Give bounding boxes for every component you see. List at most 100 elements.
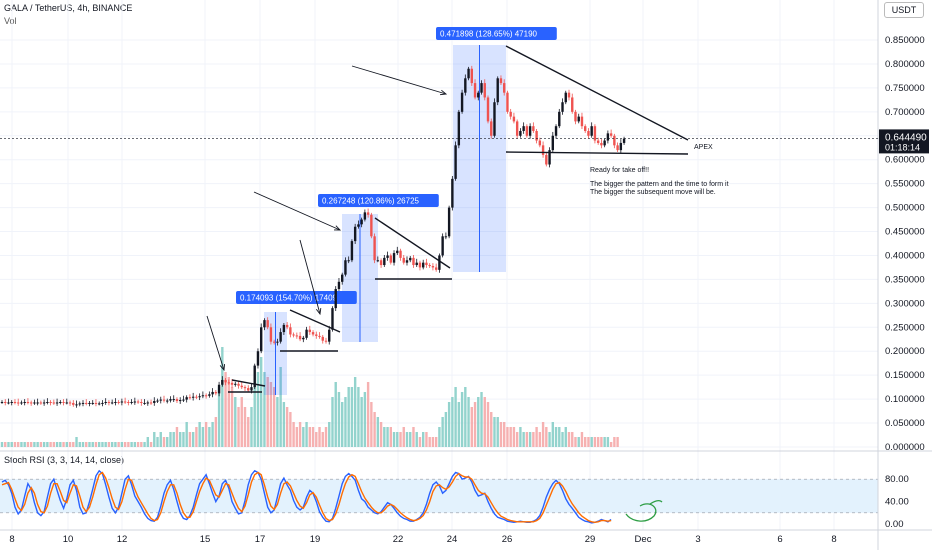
hand-drawn-circle xyxy=(625,500,663,522)
annotation-text: Ready for take off!! xyxy=(590,167,649,174)
volume-bar xyxy=(509,427,512,447)
candle-body xyxy=(613,135,616,146)
volume-bar xyxy=(344,397,347,447)
arrow-head xyxy=(333,225,342,231)
candle-body xyxy=(483,83,486,98)
volume-bar xyxy=(88,442,91,447)
volume-bar xyxy=(399,432,402,447)
candle-body xyxy=(577,116,580,122)
candle-body xyxy=(515,121,519,136)
rsi-k-line xyxy=(1,469,612,524)
volume-bar xyxy=(418,437,422,447)
volume-bar xyxy=(480,392,483,447)
candle-body xyxy=(379,260,383,266)
candle-body xyxy=(166,400,169,402)
volume-bar xyxy=(98,442,101,447)
candle-body xyxy=(418,262,422,268)
candle-body xyxy=(266,320,269,328)
candle-body xyxy=(409,257,412,261)
candle-body xyxy=(554,126,558,136)
candle-body xyxy=(460,92,464,112)
volume-bar xyxy=(59,442,62,447)
volume-bar xyxy=(85,442,88,447)
volume-bar xyxy=(596,437,600,447)
volume-bar xyxy=(392,432,396,447)
candle-body xyxy=(353,226,357,242)
annotation-arrow xyxy=(206,315,225,371)
date-tick-label: 15 xyxy=(200,534,211,545)
candle-body xyxy=(415,262,418,266)
volume-bar xyxy=(470,407,473,447)
candle-body xyxy=(0,401,4,403)
volume-bar xyxy=(528,432,532,447)
volume-bar xyxy=(23,442,26,447)
volume-bar xyxy=(211,422,214,447)
measure-boxes: 0.174093 (154.70%) 17409 0.267248 (120.86… xyxy=(236,27,557,395)
candle-body xyxy=(477,92,480,98)
currency-button[interactable]: USDT xyxy=(884,2,924,18)
volume-bar xyxy=(331,397,334,447)
annotation-arrow xyxy=(253,191,341,231)
candle-body xyxy=(39,402,43,404)
candle-body xyxy=(52,402,56,404)
volume-bar xyxy=(227,377,230,447)
volume-bar xyxy=(584,437,587,447)
candle-body xyxy=(185,397,188,400)
volume-bars xyxy=(0,347,619,447)
candle-body xyxy=(234,383,237,385)
volume-bar xyxy=(324,427,328,447)
volume-bar xyxy=(373,412,376,447)
candle-body xyxy=(558,111,561,127)
volume-bar xyxy=(311,427,315,447)
volume-bar xyxy=(600,437,603,447)
candle-body xyxy=(201,395,205,397)
volume-bar xyxy=(279,367,282,447)
candle-body xyxy=(78,403,81,405)
candle-body xyxy=(596,140,600,143)
candle-body xyxy=(334,288,337,309)
candle-body xyxy=(467,68,470,79)
price-tick-label: 0.200000 xyxy=(885,346,925,357)
volume-bar xyxy=(217,387,221,447)
price-tick-label: 0.100000 xyxy=(885,394,925,405)
volume-bar xyxy=(250,407,253,447)
measure-label: 0.174093 (154.70%) 17409 xyxy=(240,294,338,303)
candle-body xyxy=(279,332,282,342)
volume-bar xyxy=(532,432,535,447)
volume-bar xyxy=(577,437,580,447)
volume-bar xyxy=(386,427,389,447)
trendline xyxy=(231,379,266,387)
volume-bar xyxy=(110,442,114,447)
candle-body xyxy=(561,102,564,112)
candle-body xyxy=(525,126,529,136)
candle-body xyxy=(347,260,350,262)
rsi-tick-label: 40.00 xyxy=(885,497,909,508)
volume-bar xyxy=(75,437,78,447)
volume-bar xyxy=(289,412,292,447)
volume-bar xyxy=(276,397,279,447)
candle-body xyxy=(227,382,230,384)
candle-body xyxy=(217,384,221,394)
candle-body xyxy=(292,334,295,336)
vol-label: Vol xyxy=(4,16,17,26)
candle-body xyxy=(331,308,334,330)
volume-bar xyxy=(415,432,418,447)
volume-bar xyxy=(260,357,263,447)
date-tick-label: 19 xyxy=(310,534,321,545)
volume-bar xyxy=(204,422,208,447)
volume-bar xyxy=(318,427,321,447)
volume-bar xyxy=(541,422,545,447)
volume-bar xyxy=(483,397,486,447)
volume-bar xyxy=(444,412,448,447)
candle-body xyxy=(224,379,227,383)
volume-bar xyxy=(571,432,574,447)
volume-bar xyxy=(315,432,318,447)
volume-bar xyxy=(46,442,49,447)
candle-body xyxy=(59,401,62,403)
candle-body xyxy=(425,262,428,266)
candle-body xyxy=(107,401,111,403)
price-tick-label: 0.250000 xyxy=(885,322,925,333)
volume-bar xyxy=(240,397,243,447)
volume-bar xyxy=(127,442,130,447)
